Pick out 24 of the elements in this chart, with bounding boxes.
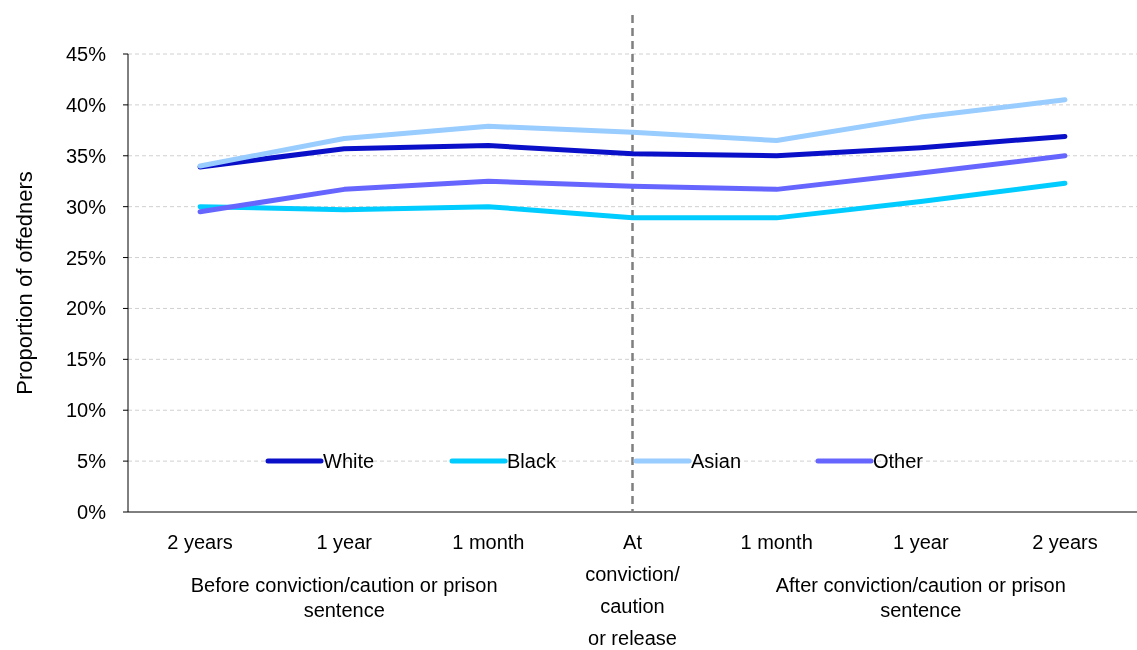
y-tick-label: 20% <box>65 297 107 320</box>
y-tick-label: 15% <box>65 348 107 371</box>
y-tick-label: 10% <box>65 399 107 422</box>
text: Before conviction/caution or prison sentence <box>190 574 498 621</box>
x-tick-label: 1 month <box>740 531 813 553</box>
y-tick-label: 5% <box>77 450 107 473</box>
legend-label: Black <box>507 450 557 473</box>
x-tick-label: 1 month <box>452 531 525 553</box>
text: After conviction/caution or prison sentence <box>775 574 1066 621</box>
y-tick-label: 25% <box>65 246 107 269</box>
x-tick-label: 1 year <box>892 531 949 553</box>
y-tick-label: 35% <box>65 144 107 167</box>
x-tick-label: 2 years <box>167 531 233 553</box>
y-tick-label: 45% <box>65 43 107 65</box>
y-tick-label: 30% <box>65 195 107 218</box>
legend-label: Asian <box>691 450 742 473</box>
legend-label: Other <box>873 450 924 473</box>
y-axis-title: Proportion of offedners <box>12 171 37 395</box>
y-tick-label: 40% <box>65 93 107 116</box>
x-tick-label: 1 year <box>316 531 373 553</box>
legend-label: White <box>323 450 375 473</box>
y-tick-label: 0% <box>77 501 107 523</box>
x-tick-label: At conviction/ caution or release <box>585 531 681 649</box>
x-tick-label: 2 years <box>1032 531 1098 553</box>
